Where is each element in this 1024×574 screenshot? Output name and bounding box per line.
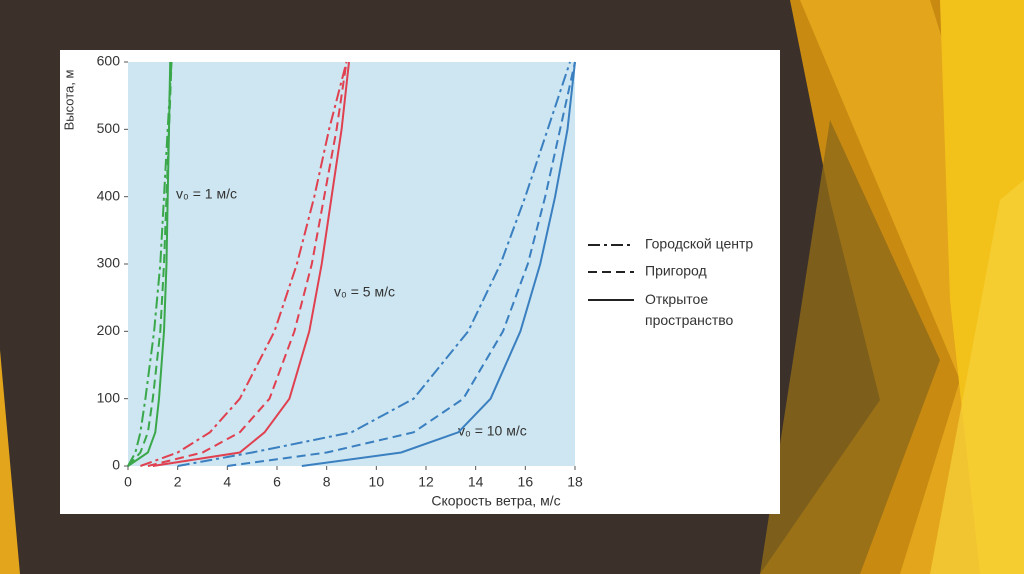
x-axis-label: Скорость ветра, м/с	[431, 493, 560, 509]
legend-label: Открытое пространство	[645, 291, 734, 328]
annotation: v₀ = 5 м/с	[334, 284, 395, 300]
deco-shape	[0, 350, 20, 574]
y-tick-label: 500	[97, 120, 121, 136]
x-tick-label: 4	[223, 474, 231, 490]
y-tick-label: 200	[97, 322, 121, 338]
series-line	[177, 61, 571, 467]
annotation: v₀ = 10 м/с	[458, 423, 527, 439]
x-tick-label: 6	[273, 474, 281, 490]
x-tick-label: 10	[369, 474, 385, 490]
x-tick-label: 8	[323, 474, 331, 490]
x-tick-label: 0	[124, 474, 132, 490]
x-tick-label: 12	[418, 474, 434, 490]
series-line	[227, 61, 576, 467]
deco-shape	[930, 180, 1024, 574]
legend-label: Пригород	[645, 263, 707, 279]
series-line	[301, 61, 576, 467]
chart: 0 100 200 300 400 500 600 0 2 4 6 8 10 12 14 16 18 Городс…	[97, 53, 754, 490]
x-tick-label: 2	[174, 474, 182, 490]
series-line	[147, 61, 348, 467]
y-tick-label: 100	[97, 389, 121, 405]
plot-area	[128, 62, 575, 466]
series-line	[127, 61, 173, 467]
x-tick-label: 14	[468, 474, 484, 490]
series-line	[152, 61, 350, 467]
annotation: v₀ = 1 м/с	[176, 186, 237, 202]
legend-label: Городской центр	[645, 236, 753, 252]
y-tick-label: 0	[112, 457, 120, 473]
y-tick-label: 300	[97, 255, 121, 271]
y-axis-label: Высота, м	[61, 70, 76, 131]
y-tick-label: 600	[97, 53, 121, 69]
series-line	[127, 61, 173, 467]
y-tick-label: 400	[97, 187, 121, 203]
series-line	[140, 61, 348, 467]
deco-shape	[760, 120, 940, 574]
x-tick-label: 16	[518, 474, 534, 490]
series-line	[127, 61, 172, 467]
x-tick-label: 18	[567, 474, 583, 490]
